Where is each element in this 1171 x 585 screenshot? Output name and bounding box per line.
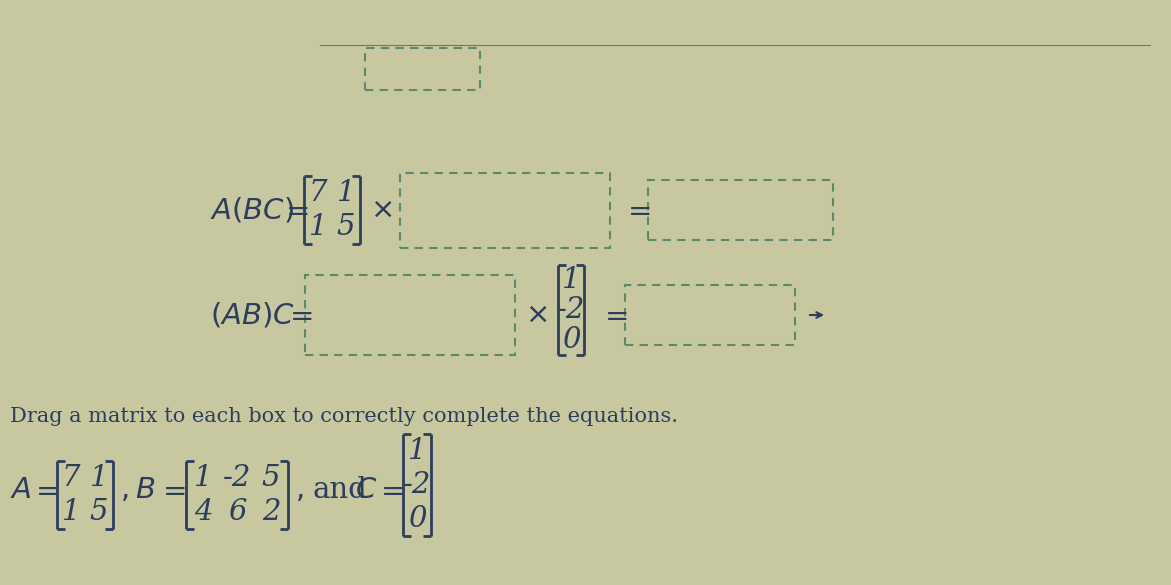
Text: ,: ,: [121, 476, 130, 504]
Text: 1: 1: [193, 464, 212, 492]
Bar: [365, 48, 480, 90]
Text: ,: ,: [296, 476, 306, 504]
Text: $=$: $=$: [375, 476, 404, 504]
Text: $A(BC)$: $A(BC)$: [210, 195, 294, 225]
Text: 1: 1: [408, 437, 426, 465]
Text: $=$: $=$: [30, 476, 59, 504]
Text: $=$: $=$: [622, 196, 651, 224]
Text: $\times$: $\times$: [370, 196, 392, 224]
Text: 0: 0: [408, 505, 426, 533]
Text: -2: -2: [557, 296, 586, 324]
Bar: [304, 275, 515, 355]
Text: $(AB)C$: $(AB)C$: [210, 301, 295, 329]
Text: -2: -2: [403, 471, 431, 499]
Text: 2: 2: [262, 498, 280, 526]
Text: 0: 0: [562, 326, 581, 354]
Text: 1: 1: [62, 498, 81, 526]
Text: $=$: $=$: [285, 301, 313, 329]
Bar: [400, 173, 610, 247]
Bar: [648, 180, 833, 240]
Text: $C$: $C$: [355, 476, 377, 504]
Text: 5: 5: [337, 213, 355, 241]
Text: $=$: $=$: [157, 476, 186, 504]
Text: 1: 1: [309, 213, 327, 241]
Text: -2: -2: [222, 464, 252, 492]
Text: $=$: $=$: [600, 301, 628, 329]
Text: 5: 5: [262, 464, 280, 492]
Text: $=$: $=$: [280, 196, 309, 224]
Text: $A$: $A$: [11, 476, 32, 504]
Text: 1: 1: [90, 464, 108, 492]
Text: Drag a matrix to each box to correctly complete the equations.: Drag a matrix to each box to correctly c…: [11, 408, 678, 426]
Text: $\times$: $\times$: [525, 301, 547, 329]
Text: 4: 4: [193, 498, 212, 526]
Text: 6: 6: [227, 498, 246, 526]
Text: 7: 7: [309, 179, 327, 207]
Text: 1: 1: [562, 266, 581, 294]
Text: 1: 1: [337, 179, 355, 207]
Bar: [625, 285, 795, 345]
Text: 5: 5: [90, 498, 108, 526]
Text: 7: 7: [62, 464, 81, 492]
Text: and: and: [311, 476, 367, 504]
Text: $B$: $B$: [135, 476, 156, 504]
